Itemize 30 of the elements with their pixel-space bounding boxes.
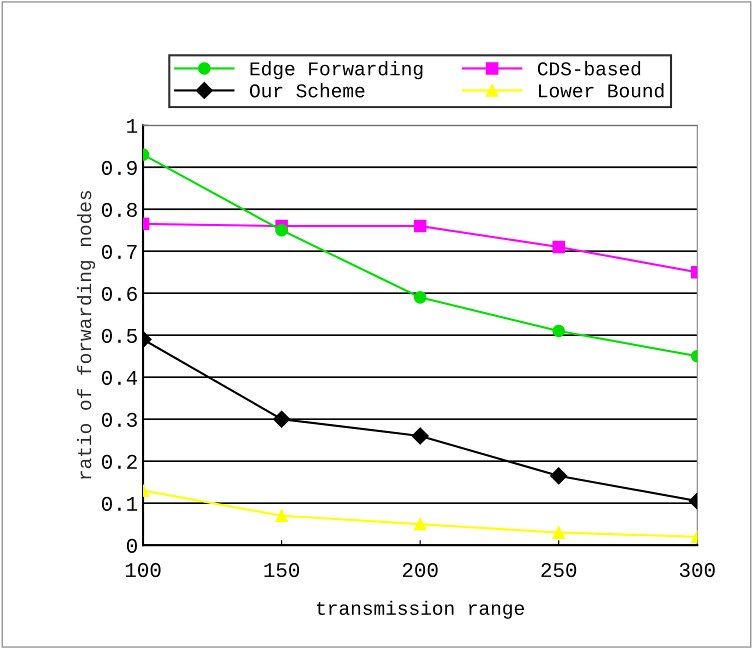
y-tick-label: 1 [127,119,138,133]
point [552,240,565,254]
point [550,467,568,484]
x-tick-label: 100 [126,562,161,578]
y-tick-label: 0.1 [102,496,138,511]
x-tick-label: 300 [680,562,715,578]
y-tick-label: 0.6 [102,286,137,301]
point [412,427,429,445]
x-axis-title: transmission range [316,600,524,619]
y-tick-label: 0 [126,538,137,553]
y-tick-label: 0.8 [102,202,137,217]
y-tick-label: 0.7 [102,244,137,259]
x-tick-label: 200 [402,562,438,578]
legend-label: Lower Bound [539,83,664,98]
y-tick-label: 0.3 [102,412,137,427]
point [552,526,565,539]
x-tick-label: 250 [541,562,576,578]
point [414,220,426,232]
point [414,518,426,530]
legend-label: Edge Forwarding [250,61,422,80]
y-tick-label: 0.9 [102,160,137,175]
legend-label: CDS-based [538,61,640,76]
x-tick-label: 150 [264,562,300,578]
y-tick-label: 0.2 [102,454,137,469]
point [552,324,565,338]
point [414,291,426,304]
y-axis-title: ratio of forwarding nodes [77,190,96,479]
y-tick-label: 0.4 [102,370,138,385]
y-tick-label: 0.5 [102,328,137,343]
legend-label: Our Scheme [250,83,364,98]
